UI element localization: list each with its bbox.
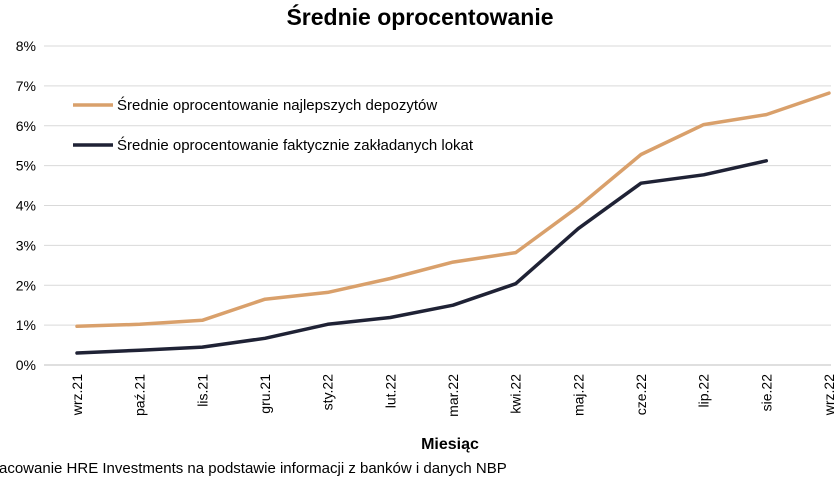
x-tick-label: cze.22 [633,374,649,415]
legend-label: Średnie oprocentowanie najlepszych depoz… [117,96,437,114]
x-tick-label: sie.22 [758,374,774,412]
gridlines [44,45,831,366]
chart-title: Średnie oprocentowanie [286,4,554,30]
y-tick-label: 8% [16,38,36,54]
y-tick-label: 6% [16,118,36,134]
x-tick-label: mar.22 [445,374,461,417]
series-line-2 [75,159,769,355]
x-tick-label: sty.22 [320,374,336,411]
x-tick-label: gru.21 [257,374,273,414]
y-axis-ticks: 0% 1% 2% 3% 4% 5% 6% 7% 8% [16,38,36,373]
y-tick-label: 7% [16,78,36,94]
x-tick-label: paź.21 [132,374,148,416]
legend: Średnie oprocentowanie najlepszych depoz… [73,96,474,154]
y-tick-label: 4% [16,198,36,214]
x-axis-ticks: wrz.21 paź.21 lis.21 gru.21 sty.22 lut.22 mar.… [69,374,837,417]
legend-label: Średnie oprocentowanie faktycznie zakład… [117,136,474,154]
y-tick-label: 2% [16,277,36,293]
y-tick-label: 3% [16,237,36,253]
x-tick-label: lip.22 [696,374,712,408]
x-tick-label: kwi.22 [508,374,524,414]
series-lines [75,91,831,355]
y-tick-label: 1% [16,317,36,333]
x-tick-label: maj.22 [570,374,586,416]
x-tick-label: lut.22 [382,374,398,408]
x-tick-label: lis.21 [194,374,210,407]
source-note: racowanie HRE Investments na podstawie i… [0,460,507,477]
x-tick-label: wrz.22 [821,374,837,416]
x-axis-title: Miesiąc [421,436,479,453]
x-tick-label: wrz.21 [69,374,85,416]
y-tick-label: 5% [16,158,36,174]
series-line-1 [75,91,831,329]
y-tick-label: 0% [16,357,36,373]
